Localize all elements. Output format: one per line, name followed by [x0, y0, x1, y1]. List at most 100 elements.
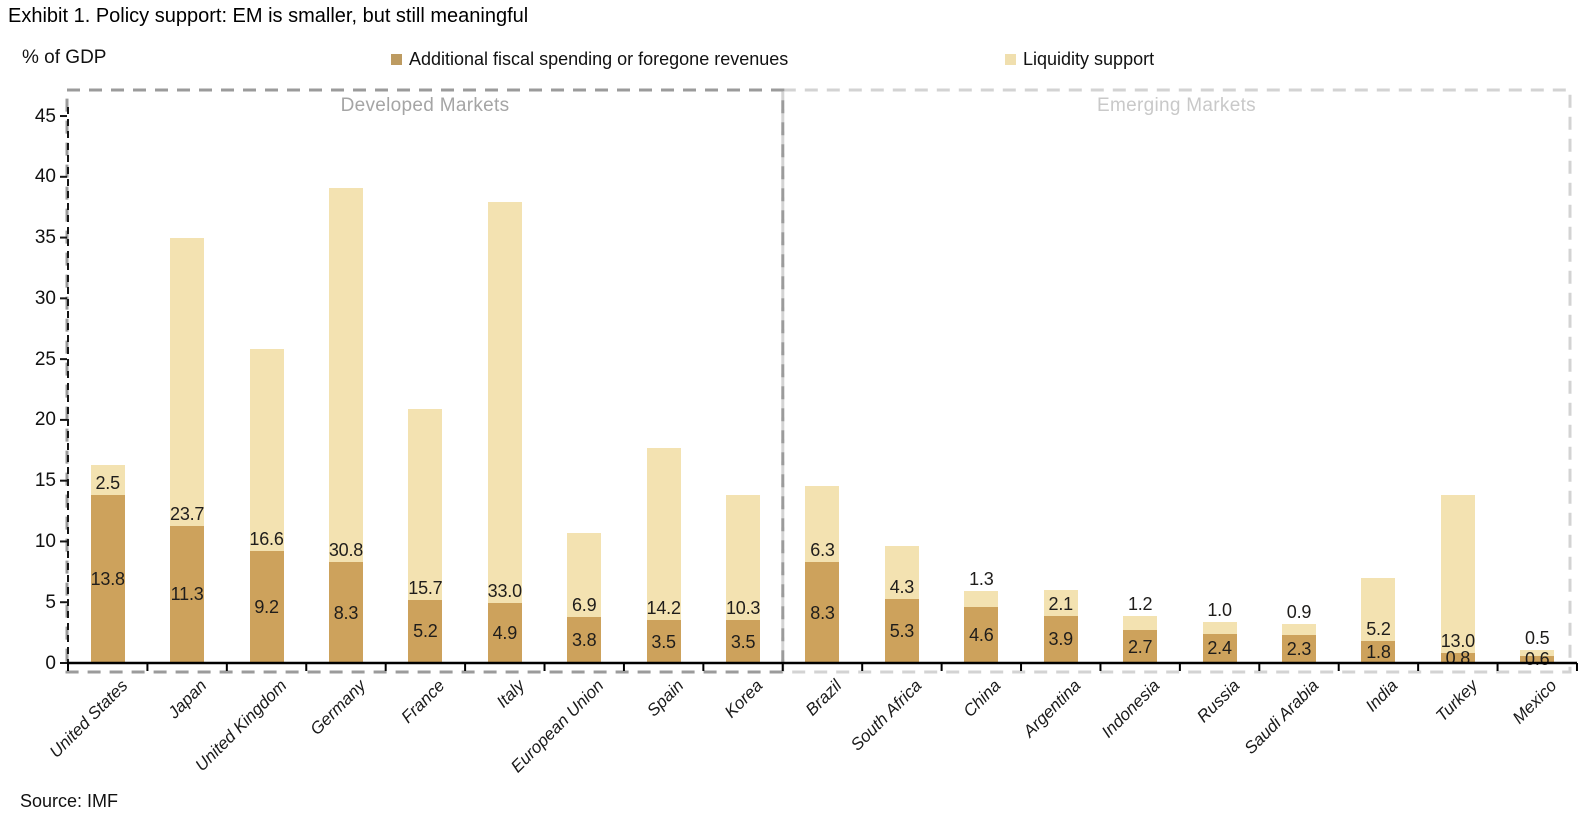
liquidity-bar-segment [884, 546, 919, 599]
fiscal-bar-segment [408, 599, 443, 663]
liquidity-legend-label: Liquidity support [1023, 49, 1155, 69]
fiscal-value-label: 2.3 [1286, 639, 1312, 660]
liquidity-value-label: 6.9 [572, 594, 597, 615]
y-tick-label: 25 [34, 348, 56, 370]
legend-item-fiscal: Additional fiscal spending or foregone r… [391, 49, 788, 70]
fiscal-value-label: 5.3 [889, 620, 915, 641]
liquidity-value-label: 0.9 [1286, 602, 1312, 623]
fiscal-bar-segment [884, 598, 919, 663]
fiscal-bar-segment [1043, 615, 1078, 663]
fiscal-bar-segment [249, 551, 284, 663]
liquidity-bar-segment [328, 187, 363, 563]
developed-markets-section-label: Developed Markets [340, 95, 510, 116]
y-tick-label: 5 [45, 591, 56, 613]
fiscal-value-label: 3.8 [572, 629, 597, 650]
x-axis-ticks [67, 663, 1578, 671]
liquidity-value-label: 1.0 [1207, 599, 1232, 620]
y-tick-label: 10 [34, 530, 56, 552]
liquidity-bar-segment [1043, 590, 1078, 616]
liquidity-bar-segment [170, 237, 205, 526]
liquidity-bar-segment [1440, 495, 1475, 654]
fiscal-value-label: 11.3 [170, 584, 204, 605]
y-tick-label: 0 [45, 652, 56, 674]
liquidity-value-label: 0.5 [1525, 627, 1550, 648]
liquidity-value-label: 23.7 [170, 503, 205, 524]
fiscal-bar-segment [90, 495, 125, 663]
fiscal-value-label: 2.4 [1207, 638, 1232, 659]
y-tick-label: 35 [34, 227, 56, 249]
fiscal-bar-segment [805, 562, 840, 663]
liquidity-value-label: 1.2 [1127, 593, 1153, 614]
y-tick-label: 30 [34, 287, 56, 309]
y-tick-label: 20 [34, 409, 56, 431]
liquidity-value-label: 5.2 [1366, 619, 1391, 640]
emerging-markets-box [781, 88, 1572, 674]
fiscal-value-label: 3.5 [730, 631, 756, 652]
liquidity-bar-segment [1123, 615, 1158, 631]
y-tick-label: 15 [34, 470, 56, 492]
liquidity-bar-segment [567, 532, 602, 617]
fiscal-value-label: 2.7 [1127, 636, 1153, 657]
liquidity-bar-segment [805, 485, 840, 563]
fiscal-value-label: 3.9 [1048, 629, 1074, 650]
liquidity-bar-segment [726, 495, 761, 621]
fiscal-bar-segment [1202, 633, 1237, 663]
liquidity-legend-marker-icon [1005, 54, 1016, 65]
developed-markets-box [65, 88, 785, 674]
liquidity-value-label: 13.0 [1440, 631, 1475, 652]
liquidity-value-label: 4.3 [889, 576, 915, 597]
liquidity-bar-segment [1202, 621, 1237, 634]
emerging-markets-section-label: Emerging Markets [1097, 95, 1256, 116]
chart-title: Exhibit 1. Policy support: EM is smaller… [8, 5, 529, 27]
source-note: Source: IMF [20, 791, 119, 811]
fiscal-bar-segment [170, 525, 205, 663]
liquidity-value-label: 2.5 [95, 473, 120, 494]
fiscal-value-label: 0.6 [1525, 649, 1550, 670]
fiscal-bar-segment [1520, 655, 1555, 663]
liquidity-value-label: 10.3 [725, 598, 761, 619]
fiscal-value-label: 3.5 [651, 631, 676, 652]
fiscal-bar-segment [1282, 635, 1316, 663]
fiscal-value-label: 4.9 [492, 623, 518, 644]
fiscal-value-label: 1.8 [1366, 642, 1391, 663]
fiscal-bar-segment [1123, 630, 1158, 663]
liquidity-bar-segment [1361, 577, 1396, 642]
fiscal-bar-segment [1361, 641, 1396, 663]
fiscal-legend-marker-icon [391, 54, 402, 65]
liquidity-bar-segment [964, 591, 999, 608]
fiscal-bar-segment [726, 620, 761, 663]
fiscal-value-label: 8.3 [333, 602, 359, 623]
liquidity-bar-segment [487, 202, 522, 604]
y-axis-ticks [60, 115, 67, 664]
fiscal-bar-segment [1440, 653, 1475, 663]
liquidity-value-label: 30.8 [328, 540, 364, 561]
liquidity-bar-segment [1282, 624, 1316, 636]
fiscal-bar-segment [567, 616, 602, 663]
fiscal-value-label: 8.3 [810, 602, 835, 623]
liquidity-value-label: 2.1 [1048, 593, 1074, 614]
fiscal-value-label: 9.2 [254, 597, 279, 618]
y-tick-label: 40 [34, 166, 56, 188]
liquidity-bar-segment [249, 349, 284, 552]
fiscal-bar-segment [487, 603, 522, 663]
y-axis-unit-label: % of GDP [22, 47, 107, 68]
y-tick-label: 45 [34, 105, 56, 127]
fiscal-legend-label: Additional fiscal spending or foregone r… [409, 49, 789, 69]
liquidity-value-label: 16.6 [249, 529, 284, 550]
liquidity-bar-segment [646, 447, 681, 621]
liquidity-value-label: 15.7 [408, 577, 443, 598]
liquidity-value-label: 33.0 [487, 581, 522, 602]
fiscal-bar-segment [646, 620, 681, 663]
fiscal-value-label: 4.6 [969, 625, 994, 646]
liquidity-value-label: 1.3 [969, 569, 994, 590]
liquidity-bar-segment [90, 464, 125, 496]
liquidity-value-label: 6.3 [810, 540, 835, 561]
liquidity-value-label: 14.2 [646, 598, 681, 619]
fiscal-value-label: 5.2 [413, 621, 438, 642]
fiscal-bar-segment [328, 562, 363, 663]
